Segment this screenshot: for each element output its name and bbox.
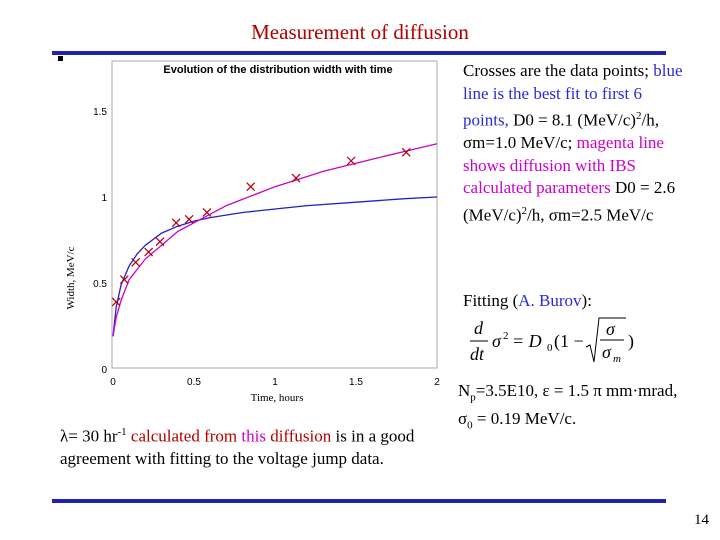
d0-magenta: D0 = 2.6 (MeV/c) [463, 178, 676, 225]
d0-blue-tail: /h, [641, 110, 659, 130]
beam-parameters: Np=3.5E10, ε = 1.5 π mm·mrad, σ0 = 0.19 … [458, 380, 683, 437]
x-tick-label: 1 [272, 377, 278, 388]
d0-magenta-tail: /h, [527, 205, 545, 225]
formula-dt: dt [470, 344, 485, 364]
formula-sqrt [585, 317, 626, 363]
formula-zero: 0 [547, 342, 553, 354]
data-point-cross [246, 182, 256, 192]
d0-blue-sup: 2 [635, 110, 642, 122]
slide-title: Measurement of diffusion [251, 20, 469, 44]
bottom-rule [52, 499, 666, 503]
formula-den: σ [602, 342, 612, 362]
data-point-cross [401, 147, 411, 157]
formula-sigma: σ [492, 331, 502, 351]
fitting-author: A. Burov [518, 291, 582, 310]
blue-line-note: blue line is the best fit to first 6 poi… [463, 61, 683, 130]
data-point-cross [346, 156, 356, 166]
page-number: 14 [694, 512, 709, 528]
data-point-cross [111, 297, 121, 307]
formula-close: ) [628, 331, 634, 352]
top-rule [52, 51, 666, 55]
lambda-value: λ= 30 hr [60, 426, 118, 446]
formula-num: σ [606, 319, 616, 339]
magenta-ibs-line [112, 196, 438, 337]
data-point-cross [119, 275, 129, 284]
x-tick-label: 0.5 [187, 377, 201, 388]
x-tick-label: 2 [434, 377, 440, 388]
y-axis-label: Width, MeV/c [65, 246, 77, 309]
np-values: =3.5E10, ε = 1.5 π mm·mrad, σ [458, 381, 678, 429]
fitting-post: ): [581, 291, 592, 310]
y-tick-label: 0 [101, 365, 107, 376]
formula-den-sub: m [613, 353, 621, 365]
np-label: N [458, 381, 471, 400]
y-tick-label: 0.5 [93, 279, 107, 290]
diffusion-formula: d dt σ 2 = D 0 (1 − σ σ m ) [470, 317, 634, 365]
formula-two: 2 [503, 330, 509, 342]
blue-fit-line [112, 143, 438, 337]
fitting-caption: Fitting (A. Burov): [463, 291, 592, 311]
calculated-from: calculated from [130, 426, 238, 446]
np-sub: p [470, 391, 476, 404]
sigma-blue: σm=1.0 MeV/c; [463, 133, 573, 153]
x-tick-label: 0 [110, 377, 116, 388]
data-point-cross [171, 218, 181, 228]
data-point-cross [184, 214, 194, 224]
formula-equals: = D [512, 331, 542, 351]
data-point-cross [291, 173, 301, 183]
formula-paren: (1 − [554, 331, 584, 352]
data-point-cross [131, 257, 141, 267]
magenta-line-note: magenta line shows diffusion with IBS ca… [463, 133, 664, 198]
chart-title: Evolution of the distribution width with… [163, 64, 392, 76]
explanation-text: Crosses are the data points; blue line i… [463, 60, 683, 227]
crosses-note: Crosses are the data points; [463, 61, 650, 80]
sigma0-value: = 0.19 MeV/c. [476, 409, 577, 429]
diffusion-chart: Evolution of the distribution width with… [65, 60, 440, 404]
plot-area [111, 60, 438, 369]
fitting-pre: Fitting ( [463, 291, 519, 310]
sigma-magenta: σm=2.5 MeV/c [548, 205, 654, 225]
y-tick-label: 1.5 [93, 107, 107, 118]
agreement-text: is in a good agreement with fitting to t… [60, 426, 415, 468]
lambda-sup: -1 [117, 426, 127, 438]
sigma0-sub: 0 [467, 419, 473, 432]
this-word: this [241, 426, 266, 446]
d0-blue: D0 = 8.1 (MeV/c) [513, 110, 636, 130]
lambda-note: λ= 30 hr-1 calculated from this diffusio… [60, 421, 455, 470]
diffusion-word: diffusion [270, 426, 332, 446]
y-tick-label: 1 [101, 193, 107, 204]
x-axis-label: Time, hours [251, 392, 304, 404]
formula-d: d [474, 318, 484, 338]
data-point-cross [144, 247, 154, 257]
x-tick-label: 1.5 [349, 377, 363, 388]
d0-magenta-sup: 2 [521, 204, 528, 217]
data-point-cross [202, 208, 212, 217]
data-point-cross [155, 237, 165, 247]
bullet-marker [58, 56, 63, 61]
